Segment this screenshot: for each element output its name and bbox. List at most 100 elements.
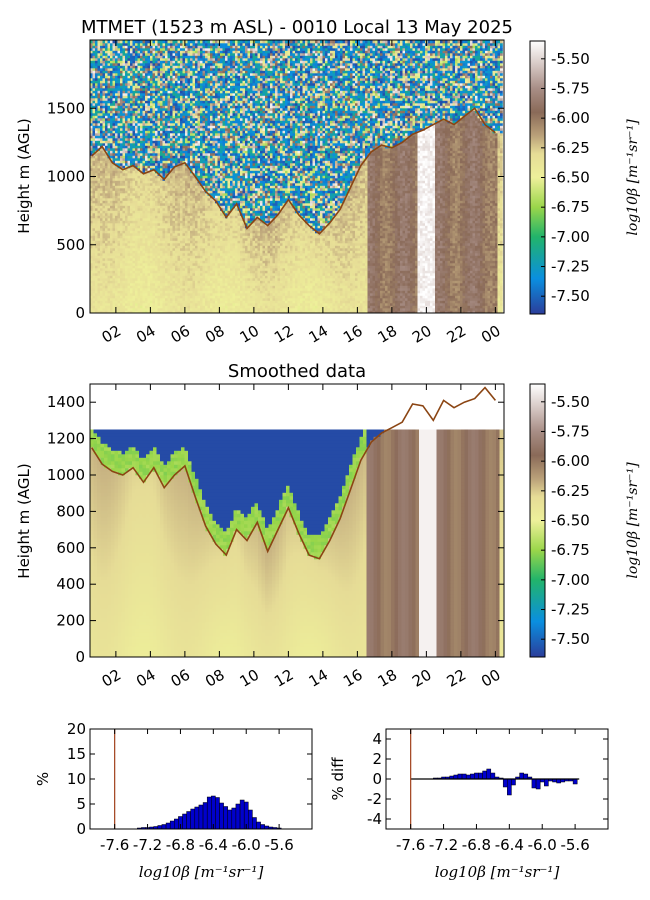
heatmap-cell <box>198 186 201 189</box>
heatmap-cell <box>100 188 103 191</box>
heatmap-cell <box>108 188 111 191</box>
heatmap-cell <box>193 53 196 56</box>
heatmap-cell <box>180 208 183 211</box>
heatmap-cell <box>128 146 131 149</box>
heatmap-cell <box>108 78 111 81</box>
heatmap-cell <box>200 61 203 64</box>
heatmap-cell <box>163 133 166 136</box>
heatmap-cell <box>155 131 158 134</box>
heatmap-cell <box>175 188 178 191</box>
heatmap-cell <box>200 291 203 294</box>
heatmap-cell <box>128 128 131 131</box>
heatmap-cell <box>98 76 101 79</box>
heatmap-cell <box>163 221 166 224</box>
heatmap-cell <box>200 163 203 166</box>
heatmap-cell <box>105 178 108 181</box>
heatmap-cell <box>148 198 151 201</box>
heatmap-cell <box>120 193 123 196</box>
heatmap-cell <box>108 306 111 309</box>
heatmap-cell <box>143 143 146 146</box>
heatmap-cell <box>135 101 138 104</box>
heatmap-cell <box>128 58 131 61</box>
heatmap-cell <box>120 153 123 156</box>
heatmap-cell <box>158 248 161 251</box>
heatmap-cell <box>118 101 121 104</box>
heatmap-cell <box>103 228 106 231</box>
heatmap-cell <box>170 256 173 259</box>
heatmap-cell <box>180 46 183 49</box>
heatmap-cell <box>113 293 116 296</box>
heatmap-cell <box>95 76 98 79</box>
heatmap-cell <box>153 256 156 259</box>
heatmap-cell <box>98 138 101 141</box>
heatmap-cell <box>150 108 153 111</box>
heatmap-cell <box>115 221 118 224</box>
heatmap-cell <box>155 271 158 274</box>
heatmap-cell <box>103 291 106 294</box>
heatmap-cell <box>163 68 166 71</box>
heatmap-cell <box>203 271 206 274</box>
heatmap-cell <box>123 231 126 234</box>
heatmap-cell <box>185 191 188 194</box>
heatmap-cell <box>143 253 146 256</box>
heatmap-cell <box>170 143 173 146</box>
heatmap-cell <box>93 251 96 254</box>
heatmap-cell <box>173 278 176 281</box>
heatmap-cell <box>128 233 131 236</box>
heatmap-cell <box>113 143 116 146</box>
heatmap-cell <box>158 188 161 191</box>
heatmap-cell <box>150 53 153 56</box>
heatmap-cell <box>113 153 116 156</box>
heatmap-cell <box>168 188 171 191</box>
heatmap-cell <box>98 123 101 126</box>
heatmap-cell <box>185 141 188 144</box>
heatmap-cell <box>105 93 108 96</box>
heatmap-cell <box>168 161 171 164</box>
heatmap-cell <box>188 256 191 259</box>
heatmap-cell <box>153 288 156 291</box>
heatmap-cell <box>175 183 178 186</box>
heatmap-cell <box>143 288 146 291</box>
heatmap-cell <box>158 93 161 96</box>
heatmap-cell <box>98 228 101 231</box>
heatmap-cell <box>125 276 128 279</box>
heatmap-cell <box>98 43 101 46</box>
heatmap-cell <box>133 198 136 201</box>
heatmap-cell <box>113 281 116 284</box>
heatmap-cell <box>185 108 188 111</box>
heatmap-cell <box>160 153 163 156</box>
heatmap-cell <box>185 243 188 246</box>
heatmap-cell <box>198 291 201 294</box>
heatmap-cell <box>105 188 108 191</box>
heatmap-cell <box>155 191 158 194</box>
heatmap-cell <box>163 271 166 274</box>
heatmap-cell <box>158 296 161 299</box>
heatmap-cell <box>140 238 143 241</box>
heatmap-cell <box>133 191 136 194</box>
heatmap-cell <box>148 283 151 286</box>
heatmap-cell <box>195 198 198 201</box>
heatmap-cell <box>180 243 183 246</box>
heatmap-cell <box>200 123 203 126</box>
heatmap-cell <box>170 103 173 106</box>
heatmap-cell <box>180 68 183 71</box>
heatmap-cell <box>178 216 181 219</box>
heatmap-cell <box>105 76 108 79</box>
heatmap-cell <box>93 278 96 281</box>
heatmap-cell <box>133 111 136 114</box>
heatmap-cell <box>140 188 143 191</box>
heatmap-cell <box>105 186 108 189</box>
heatmap-cell <box>128 228 131 231</box>
heatmap-cell <box>98 168 101 171</box>
heatmap-cell <box>100 291 103 294</box>
heatmap-cell <box>140 258 143 261</box>
heatmap-cell <box>203 226 206 229</box>
heatmap-cell <box>113 253 116 256</box>
heatmap-cell <box>143 146 146 149</box>
heatmap-cell <box>98 73 101 76</box>
heatmap-cell <box>95 61 98 64</box>
heatmap-cell <box>108 143 111 146</box>
heatmap-cell <box>123 136 126 139</box>
heatmap-cell <box>150 146 153 149</box>
heatmap-cell <box>93 86 96 89</box>
